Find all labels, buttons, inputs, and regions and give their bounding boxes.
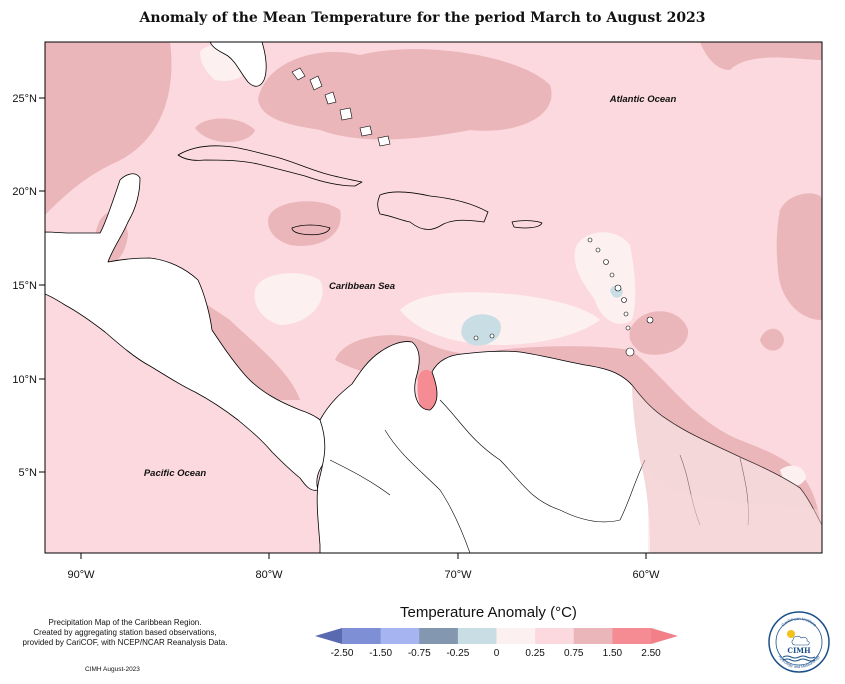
colorbar-segment [380,628,420,644]
colorbar-arrow-high [651,628,678,644]
map-title: Anomaly of the Mean Temperature for the … [139,10,706,26]
anomaly-land-overlay [632,385,822,553]
map-plot-area [45,42,822,553]
lon-tick-label: 70°W [444,569,472,581]
colorbar-segment [612,628,652,644]
map-frame [44,41,823,554]
credit-line: provided by CariCOF, with NCEP/NCAR Rean… [22,638,228,647]
legend-tick-label: -0.25 [446,648,470,659]
lat-ticks [39,97,45,473]
legend-tick-label: -0.75 [407,648,431,659]
anomaly-land-overlay-base [648,470,822,553]
lat-tick-label: 20°N [12,186,37,198]
legend-tick-label: 2.50 [641,648,661,659]
land-florida [209,42,267,87]
cloud-icon [791,635,810,646]
lon-ticks [80,553,647,559]
anomaly-neutral-patches [200,44,806,486]
label-caribbean-sea: Caribbean Sea [329,281,395,292]
legend-colorbar [315,628,678,644]
colorbar-segment [535,628,575,644]
label-atlantic-ocean: Atlantic Ocean [609,94,677,105]
lon-tick-label: 90°W [67,569,95,581]
lat-tick-label: 5°N [19,467,38,479]
credit-footer: CIMH August-2023 [85,666,140,673]
colorbar-segment [573,628,613,644]
colorbar-segment [342,628,382,644]
land-jamaica [291,224,331,236]
land-hispaniola [377,191,489,230]
cimh-logo: Caribbean Institute Hydrology and Meteor… [768,611,830,673]
lon-tick-label: 60°W [632,569,660,581]
colorbar-arrow-low [315,628,342,644]
lon-tick-label: 80°W [255,569,283,581]
credit-line: Precipitation Map of the Caribbean Regio… [48,618,202,627]
land-central-america [45,173,333,491]
legend-tick-label: 0.25 [525,648,545,659]
label-pacific-ocean: Pacific Ocean [144,468,207,479]
waves-icon [782,655,816,659]
sun-icon [787,630,795,638]
lat-tick-label: 25°N [12,93,37,105]
colorbar-segment [419,628,459,644]
land-cuba [177,145,363,187]
bahamas-islands [291,67,391,147]
legend-tick-label: -2.50 [330,648,354,659]
legend-tick-label: -1.50 [369,648,393,659]
lat-tick-label: 15°N [12,280,37,292]
colorbar-segment [496,628,536,644]
legend-tick-label: 0 [493,648,500,659]
colorbar-segment [457,628,497,644]
legend-tick-label: 1.50 [602,648,623,659]
map-credit: Precipitation Map of the Caribbean Regio… [10,618,240,648]
legend-tick-label: 0.75 [564,648,584,659]
lesser-antilles [473,237,654,357]
legend-title: Temperature Anomaly (°C) [400,604,577,621]
logo-text: CIMH [787,646,811,655]
land-puerto-rico [511,220,543,229]
lat-tick-label: 10°N [12,374,37,386]
credit-line: Created by aggregating station based obs… [33,628,217,637]
